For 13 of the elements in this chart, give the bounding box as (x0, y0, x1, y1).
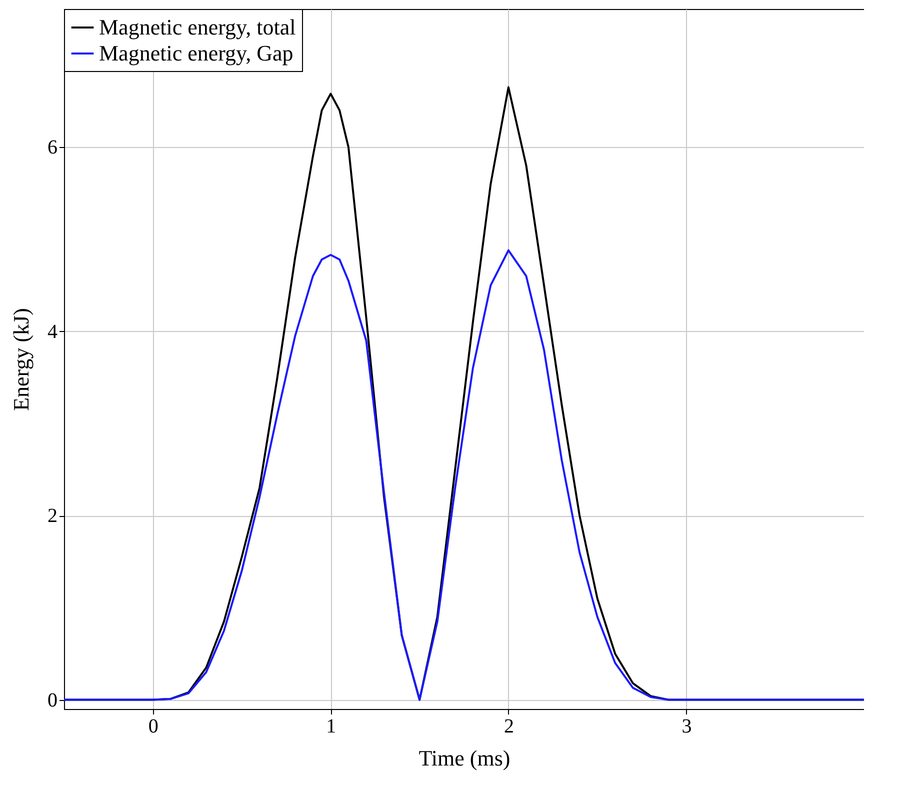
y-axis-title: Energy (kJ) (8, 308, 34, 411)
line-series (64, 249, 864, 701)
x-tick-label: 2 (504, 716, 514, 738)
x-tick-label: 1 (326, 716, 336, 738)
y-tick-label: 4 (48, 320, 58, 343)
y-tick-label: 0 (48, 689, 58, 712)
legend-label: Magnetic energy, Gap (99, 40, 294, 66)
x-axis-title: Time (ms) (418, 746, 510, 770)
x-tick-label: 3 (682, 716, 692, 738)
y-tick-label: 2 (48, 505, 58, 528)
x-tick-label: 0 (148, 716, 158, 738)
legend-label: Magnetic energy, total (99, 14, 296, 40)
y-tick-label: 6 (48, 136, 58, 159)
